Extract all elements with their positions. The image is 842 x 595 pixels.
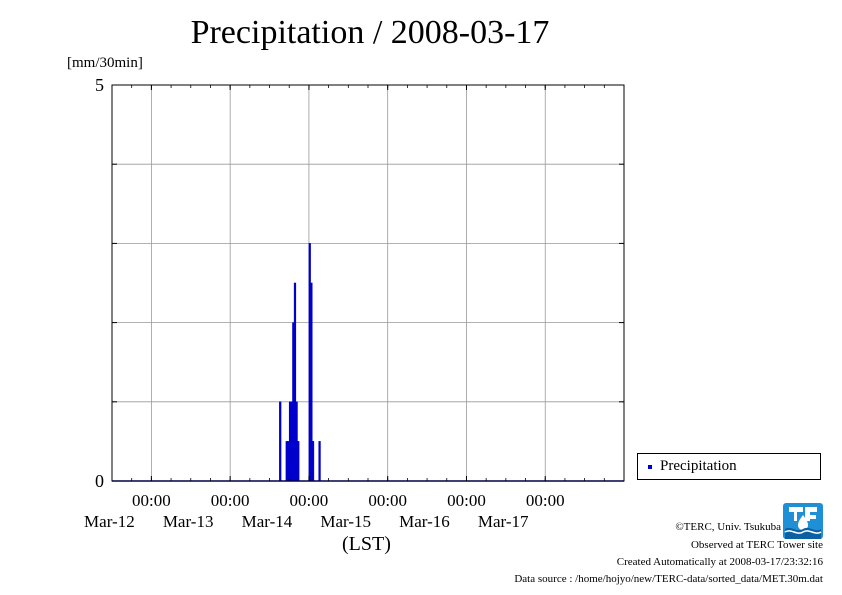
x-tick-label-date: Mar-14	[242, 512, 293, 531]
x-tick-label-date: Mar-16	[399, 512, 450, 531]
bars	[112, 243, 624, 482]
precipitation-bar	[279, 401, 282, 482]
x-tick-label-date: Mar-17	[478, 512, 529, 531]
ticks	[111, 84, 625, 482]
x-tick-label-time: 00:00	[132, 491, 171, 510]
x-tick-label-time: 00:00	[211, 491, 250, 510]
grid	[112, 85, 624, 481]
footer-credit: ©TERC, Univ. Tsukuba	[675, 521, 781, 533]
terc-logo	[783, 503, 823, 539]
x-tick-label-time: 00:00	[447, 491, 486, 510]
x-tick-label-time: 00:00	[290, 491, 329, 510]
footer-source: Data source : /home/hojyo/new/TERC-data/…	[514, 573, 823, 585]
x-axis-label: (LST)	[342, 533, 391, 555]
y-tick-label: 5	[95, 75, 104, 95]
x-tick-label-time: 00:00	[526, 491, 565, 510]
precipitation-bar	[318, 441, 321, 482]
x-tick-label-time: 00:00	[368, 491, 407, 510]
y-axis-label: [mm/30min]	[67, 55, 143, 71]
legend-label: Precipitation	[660, 458, 737, 474]
precipitation-bar	[297, 441, 300, 482]
y-tick-label: 0	[95, 471, 104, 491]
footer-observed: Observed at TERC Tower site	[690, 539, 823, 551]
legend-swatch	[648, 464, 652, 469]
tick-labels: 00:00 Mar-12 00:00 Mar-13 00:00 Mar-14 00:00 Ma…	[84, 75, 565, 531]
x-tick-label-date: Mar-15	[320, 512, 371, 531]
plot-frame	[111, 84, 625, 482]
x-tick-label-date: Mar-12	[84, 512, 135, 531]
precipitation-bar	[311, 441, 315, 482]
x-tick-label-date: Mar-13	[163, 512, 214, 531]
footer-created: Created Automatically at 2008-03-17/23:3…	[616, 556, 823, 568]
legend: Precipitation	[637, 453, 821, 480]
chart-title: Precipitation / 2008-03-17	[190, 14, 550, 51]
